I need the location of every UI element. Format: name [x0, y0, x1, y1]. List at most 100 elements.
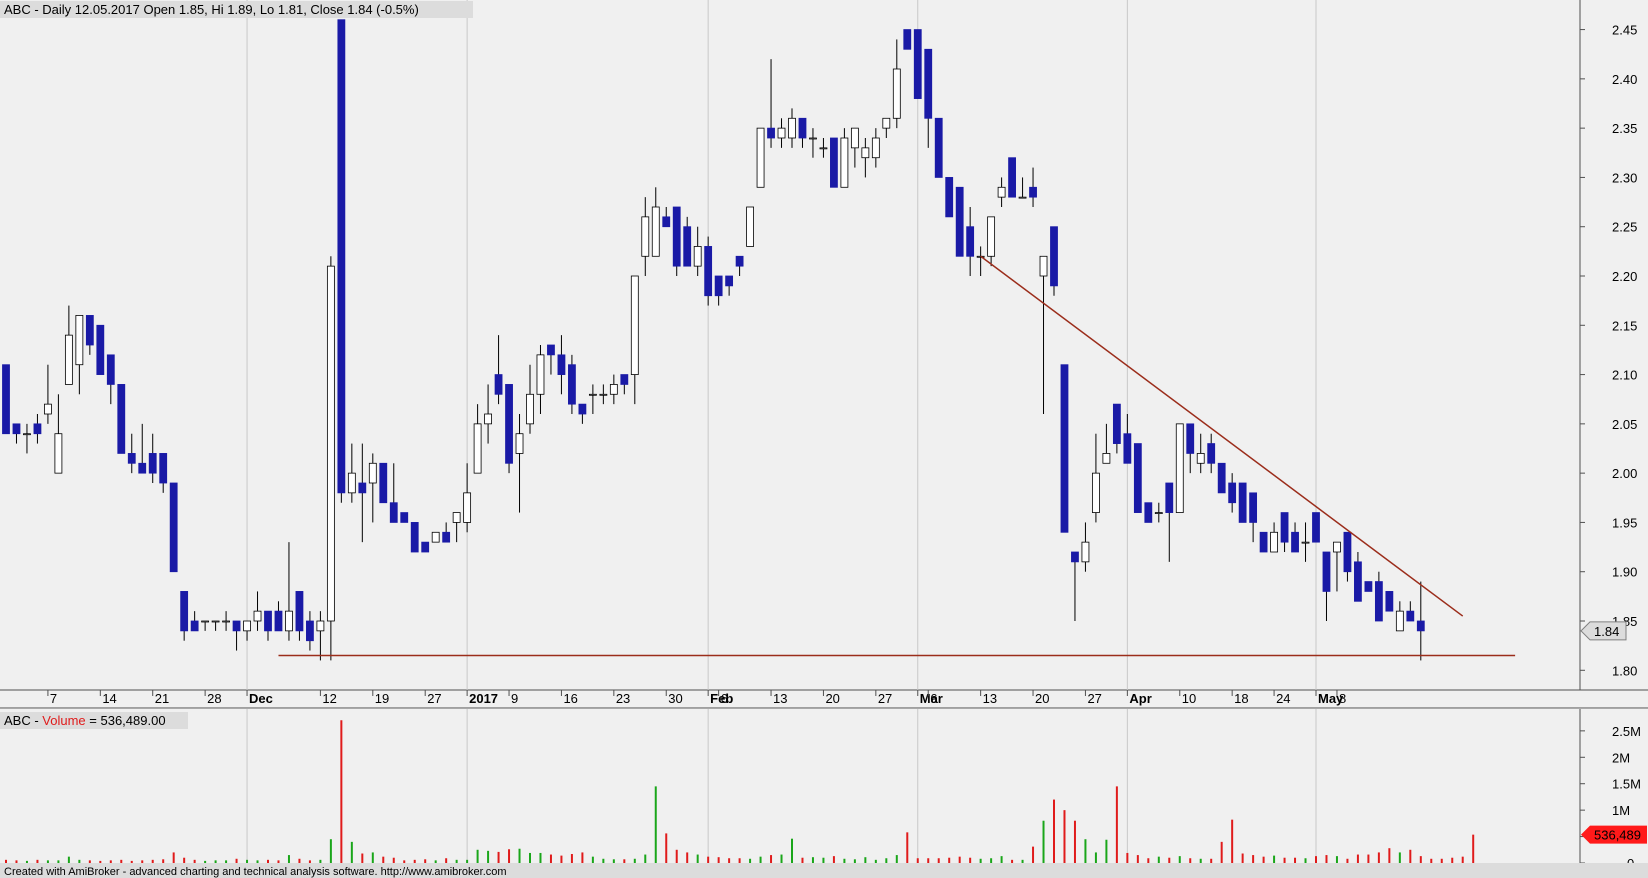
candle-down: [662, 216, 671, 228]
candle-down: [1249, 492, 1258, 523]
candle-down: [1112, 403, 1121, 444]
candle-down: [232, 620, 241, 632]
candle-down: [389, 502, 398, 523]
candle-down: [190, 620, 199, 632]
candle-up: [1092, 472, 1100, 513]
candle-down: [410, 522, 419, 553]
footer-credit: Created with AmiBroker - advanced charti…: [4, 866, 507, 878]
volume-tick-label: 2M: [1612, 750, 1630, 765]
candle-up: [756, 127, 765, 188]
date-tick-label: 2017: [469, 691, 498, 706]
candle-down: [1133, 443, 1142, 513]
price-pane[interactable]: [0, 0, 1580, 690]
price-tick-label: 2.30: [1612, 170, 1637, 185]
volume-title-label: Volume: [42, 713, 85, 728]
candle-down: [714, 275, 723, 297]
candle-down: [505, 384, 513, 464]
price-tick-label: 1.80: [1612, 663, 1637, 678]
volume-tick-label: 1M: [1612, 803, 1630, 818]
last-volume-marker: 536,489: [1581, 825, 1647, 844]
date-tick-label: 23: [616, 691, 630, 706]
candle-up: [1333, 541, 1341, 553]
candle-down: [1259, 531, 1268, 553]
candle-down: [934, 117, 943, 178]
candle-down: [1322, 551, 1331, 592]
candle-up: [1154, 512, 1163, 514]
candle-up: [1270, 531, 1278, 553]
date-tick-label: 7: [50, 691, 57, 706]
candle-down: [683, 226, 692, 267]
candle-up: [473, 423, 482, 474]
volume-title-prefix: ABC -: [4, 713, 42, 728]
candle-down: [442, 531, 451, 543]
price-tick-label: 1.95: [1612, 515, 1637, 530]
date-tick-label: Mar: [920, 691, 943, 706]
candle-up: [788, 117, 796, 139]
price-tick-label: 2.40: [1612, 72, 1637, 87]
candle-up: [201, 620, 210, 623]
candle-down: [337, 19, 346, 494]
candle-up: [1102, 453, 1111, 464]
volume-tick-label: 1.5M: [1612, 777, 1641, 792]
volume-title-value: = 536,489.00: [86, 713, 166, 728]
candle-down: [735, 255, 744, 267]
grid-lines: [246, 0, 1317, 863]
candle-down: [180, 591, 189, 632]
candle-down: [1406, 610, 1415, 622]
date-tick-label: 27: [1087, 691, 1101, 706]
date-axis-strip: [0, 690, 1648, 708]
candle-down: [704, 246, 713, 297]
candle-up: [809, 137, 817, 140]
candle-down: [1343, 531, 1352, 573]
candle-up: [871, 137, 880, 159]
candle-down: [1123, 433, 1132, 464]
candle-up: [526, 393, 534, 425]
candle-up: [347, 472, 356, 494]
candle-down: [557, 354, 566, 375]
candle-up: [746, 206, 754, 247]
date-tick-label: 19: [375, 691, 389, 706]
candle-up: [819, 147, 828, 150]
candle-up: [285, 610, 293, 632]
date-tick-label: 28: [207, 691, 221, 706]
candle-down: [1060, 364, 1069, 533]
date-tick-label: 6: [721, 691, 728, 706]
candle-down: [1238, 482, 1247, 523]
price-tick-label: 2.05: [1612, 417, 1637, 432]
volume-tick-label: 2.5M: [1612, 724, 1641, 739]
date-tick-label: 14: [102, 691, 116, 706]
candle-up: [651, 206, 660, 257]
price-tick-label: 2.45: [1612, 23, 1637, 38]
candle-down: [547, 344, 555, 356]
candle-up: [515, 433, 524, 454]
candle-up: [850, 127, 859, 149]
candle-down: [578, 403, 587, 415]
candle-up: [840, 137, 849, 188]
candle-up: [1039, 255, 1048, 277]
candle-down: [767, 127, 775, 139]
candle-up: [630, 275, 639, 375]
candle-up: [599, 393, 608, 396]
candle-up: [1018, 196, 1027, 199]
candle-up: [463, 492, 472, 523]
candle-down: [798, 117, 807, 139]
candle-down: [2, 364, 10, 435]
volume-pane[interactable]: [0, 709, 1580, 863]
candle-down: [1280, 512, 1289, 543]
candle-down: [966, 226, 975, 257]
trendlines[interactable]: [278, 255, 1516, 657]
candle-up: [452, 512, 461, 523]
candlestick-series: [2, 19, 1425, 661]
candle-down: [1186, 423, 1195, 454]
candle-up: [222, 620, 230, 623]
candle-up: [316, 620, 325, 632]
candle-down: [148, 453, 157, 474]
candle-down: [1416, 620, 1425, 632]
date-tick-label: 16: [563, 691, 577, 706]
candle-up: [211, 620, 220, 623]
candle-down: [106, 354, 115, 385]
candle-down: [1312, 512, 1320, 543]
volume-title: ABC - Volume = 536,489.00: [4, 713, 166, 728]
